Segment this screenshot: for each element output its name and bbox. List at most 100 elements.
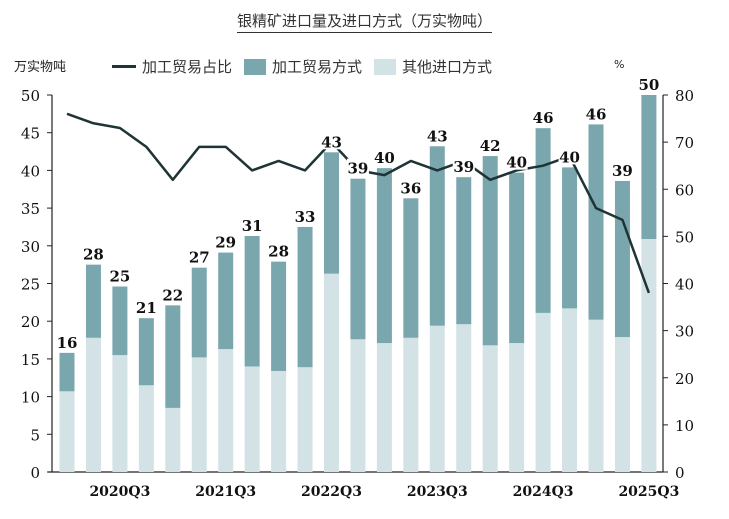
- legend-line-swatch: [112, 65, 136, 68]
- x-tick-label: 2020Q3: [89, 484, 150, 500]
- data-label: 40: [506, 154, 527, 172]
- bar-processing: [324, 152, 339, 274]
- bar-other: [297, 367, 313, 472]
- data-label: 27: [189, 249, 210, 267]
- data-label-bg: [558, 147, 581, 165]
- data-label: 21: [136, 299, 157, 317]
- bar-processing: [271, 261, 287, 371]
- left-tick-label: 25: [21, 276, 40, 294]
- left-tick-label: 20: [21, 313, 40, 331]
- legend-item-other: 其他进口方式: [374, 56, 492, 77]
- right-tick-label: 20: [675, 370, 694, 388]
- right-tick-label: 80: [675, 87, 694, 105]
- bar-processing: [350, 178, 366, 340]
- bar-other: [218, 349, 234, 472]
- data-label: 40: [559, 148, 580, 166]
- bar-other: [641, 239, 657, 472]
- bar-processing: [535, 128, 551, 313]
- data-label-bg: [373, 148, 396, 166]
- data-label: 43: [321, 133, 342, 151]
- data-label: 28: [268, 243, 289, 261]
- bar-processing: [112, 286, 128, 356]
- data-label: 43: [427, 127, 448, 145]
- data-label-bg: [479, 136, 502, 154]
- bar-other: [482, 345, 498, 472]
- left-axis-unit: 万实物吨: [14, 60, 67, 75]
- data-label-bg: [135, 298, 158, 316]
- data-label-bg: [161, 285, 184, 303]
- bar-processing: [376, 168, 392, 344]
- left-tick-label: 30: [21, 238, 40, 256]
- bar-other: [191, 357, 207, 472]
- bar-other: [165, 407, 181, 472]
- bar-processing: [482, 156, 498, 346]
- bar-processing: [403, 198, 419, 338]
- bar-processing: [641, 95, 657, 240]
- legend-item-ratio: 加工贸易占比: [112, 56, 232, 77]
- bar-other: [112, 355, 128, 472]
- data-label-bg: [452, 157, 475, 175]
- data-label: 16: [57, 334, 78, 352]
- right-tick-label: 30: [675, 323, 694, 341]
- bar-processing: [562, 167, 578, 309]
- data-label: 46: [533, 109, 554, 127]
- bar-other: [588, 319, 604, 472]
- data-label: 28: [83, 246, 104, 264]
- right-tick-label: 0: [675, 464, 685, 482]
- bar-other: [429, 325, 445, 472]
- data-label: 29: [215, 234, 236, 252]
- data-label: 39: [612, 162, 633, 180]
- data-label-bg: [188, 247, 211, 265]
- left-tick-label: 50: [21, 87, 40, 105]
- bar-other: [535, 312, 551, 472]
- left-tick-label: 40: [21, 162, 40, 180]
- data-label-bg: [637, 75, 660, 92]
- chart-title: 银精矿进口量及进口方式（万实物吨）: [0, 10, 729, 33]
- left-tick-label: 35: [21, 200, 40, 218]
- bar-processing: [85, 264, 101, 338]
- data-label-bg: [320, 132, 343, 150]
- data-label-bg: [267, 241, 290, 259]
- bar-processing: [588, 124, 604, 320]
- left-tick-label: 10: [21, 389, 40, 407]
- data-label: 31: [242, 217, 263, 235]
- x-tick-label: 2023Q3: [407, 484, 468, 500]
- left-tick-label: 0: [30, 464, 40, 482]
- right-tick-label: 10: [675, 417, 694, 435]
- bar-processing: [218, 252, 234, 350]
- right-tick-label: 40: [675, 276, 694, 294]
- data-label-bg: [346, 158, 369, 176]
- bar-other: [562, 308, 578, 472]
- bar-processing: [138, 318, 154, 386]
- bar-other: [614, 337, 630, 472]
- data-label: 50: [638, 76, 659, 94]
- data-label-bg: [399, 178, 422, 196]
- left-tick-label: 5: [30, 426, 40, 444]
- bar-processing: [59, 352, 75, 392]
- bar-other: [244, 366, 260, 472]
- data-label-bg: [505, 152, 528, 170]
- right-tick-label: 60: [675, 181, 694, 199]
- bar-other: [376, 343, 392, 472]
- bar-other: [138, 385, 154, 472]
- data-label-bg: [56, 332, 78, 350]
- bar-other: [324, 273, 339, 472]
- data-label: 25: [109, 268, 130, 286]
- bar-processing: [614, 180, 630, 338]
- left-tick-label: 15: [21, 351, 40, 369]
- right-axis-unit: %: [614, 58, 625, 71]
- bar-other: [271, 370, 287, 472]
- bar-processing: [297, 226, 313, 368]
- data-label: 22: [162, 286, 183, 304]
- bar-other: [59, 391, 75, 472]
- data-label-bg: [611, 160, 634, 178]
- data-label: 39: [348, 160, 369, 178]
- data-label-bg: [82, 244, 105, 262]
- legend-swatch: [374, 58, 397, 75]
- data-label-bg: [426, 126, 449, 144]
- bar-processing: [244, 235, 260, 367]
- bar-processing: [191, 267, 207, 358]
- bar-other: [509, 343, 525, 472]
- bar-processing: [429, 146, 445, 326]
